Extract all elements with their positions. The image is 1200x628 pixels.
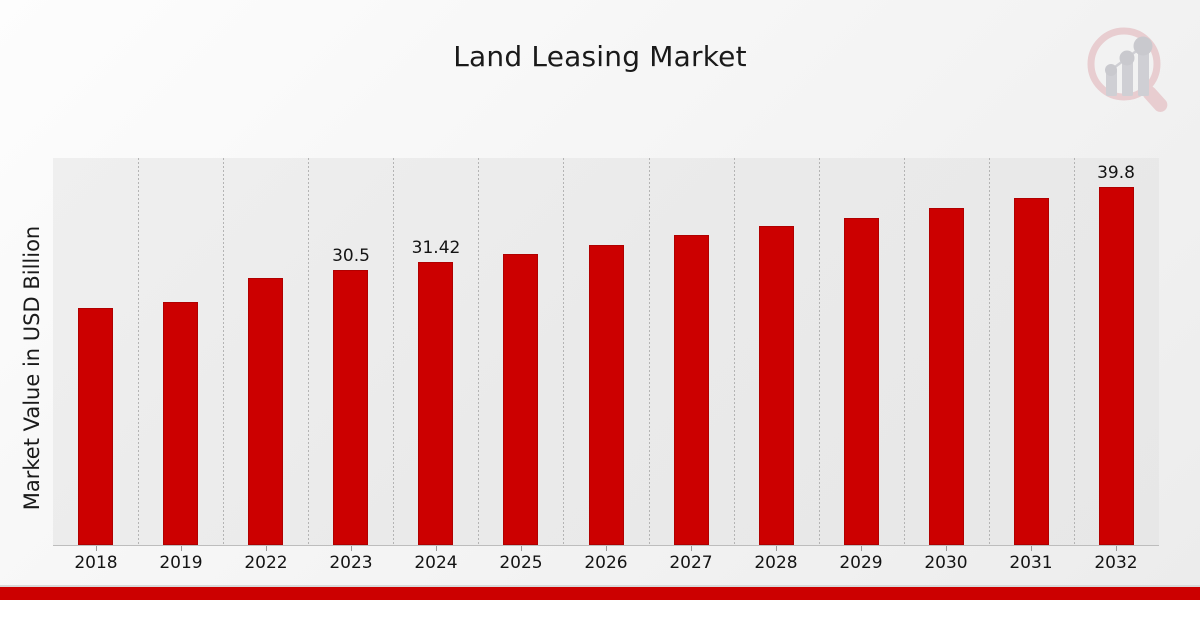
bar-value-label-2032: 39.8 <box>1097 163 1135 183</box>
bar-2026 <box>589 245 624 545</box>
gridline <box>393 158 394 545</box>
gridline <box>563 158 564 545</box>
x-tick-mark-2019 <box>181 546 182 551</box>
x-tick-label-2023: 2023 <box>329 553 373 573</box>
x-tick-label-2019: 2019 <box>159 553 203 573</box>
x-tick-mark-2029 <box>861 546 862 551</box>
x-tick-label-2028: 2028 <box>754 553 798 573</box>
x-tick-mark-2024 <box>436 546 437 551</box>
gridline <box>308 158 309 545</box>
bar-2019 <box>163 302 198 545</box>
x-tick-label-2022: 2022 <box>244 553 288 573</box>
magnifier-bar-chart-logo <box>1082 22 1178 118</box>
x-tick-label-2031: 2031 <box>1009 553 1053 573</box>
bar-2032 <box>1099 187 1134 545</box>
gridline <box>223 158 224 545</box>
bar-2018 <box>78 308 113 545</box>
x-tick-mark-2026 <box>606 546 607 551</box>
x-tick-mark-2022 <box>266 546 267 551</box>
gridline <box>649 158 650 545</box>
x-tick-mark-2031 <box>1031 546 1032 551</box>
x-tick-mark-2023 <box>351 546 352 551</box>
bar-2030 <box>929 208 964 545</box>
bar-2028 <box>759 226 794 545</box>
gridline <box>478 158 479 545</box>
bar-value-label-2023: 30.5 <box>332 246 370 266</box>
x-tick-mark-2032 <box>1116 546 1117 551</box>
footer-accent-band <box>0 587 1200 600</box>
chart-container: Land Leasing Market Market Value in USD … <box>0 0 1200 600</box>
gridline <box>819 158 820 545</box>
x-tick-label-2025: 2025 <box>499 553 543 573</box>
x-tick-label-2024: 2024 <box>414 553 458 573</box>
footer-band-edge <box>0 585 1200 587</box>
x-tick-label-2032: 2032 <box>1094 553 1138 573</box>
y-axis-title: Market Value in USD Billion <box>20 225 44 511</box>
bar-2025 <box>503 254 538 545</box>
chart-title: Land Leasing Market <box>453 40 747 73</box>
x-tick-label-2027: 2027 <box>669 553 713 573</box>
x-tick-label-2029: 2029 <box>839 553 883 573</box>
gridline <box>989 158 990 545</box>
bar-2027 <box>674 235 709 545</box>
gridline <box>734 158 735 545</box>
bar-2022 <box>248 278 283 545</box>
gridline <box>1074 158 1075 545</box>
gridline <box>138 158 139 545</box>
bar-2029 <box>844 218 879 545</box>
x-tick-label-2030: 2030 <box>924 553 968 573</box>
bar-2031 <box>1014 198 1049 545</box>
x-tick-mark-2018 <box>96 546 97 551</box>
bar-2023 <box>333 270 368 545</box>
x-tick-mark-2028 <box>776 546 777 551</box>
x-tick-label-2026: 2026 <box>584 553 628 573</box>
x-tick-mark-2025 <box>521 546 522 551</box>
gridline <box>904 158 905 545</box>
bar-2024 <box>418 262 453 545</box>
x-tick-mark-2030 <box>946 546 947 551</box>
x-tick-mark-2027 <box>691 546 692 551</box>
x-tick-label-2018: 2018 <box>74 553 118 573</box>
bar-value-label-2024: 31.42 <box>411 238 461 258</box>
x-axis-line <box>53 545 1159 546</box>
